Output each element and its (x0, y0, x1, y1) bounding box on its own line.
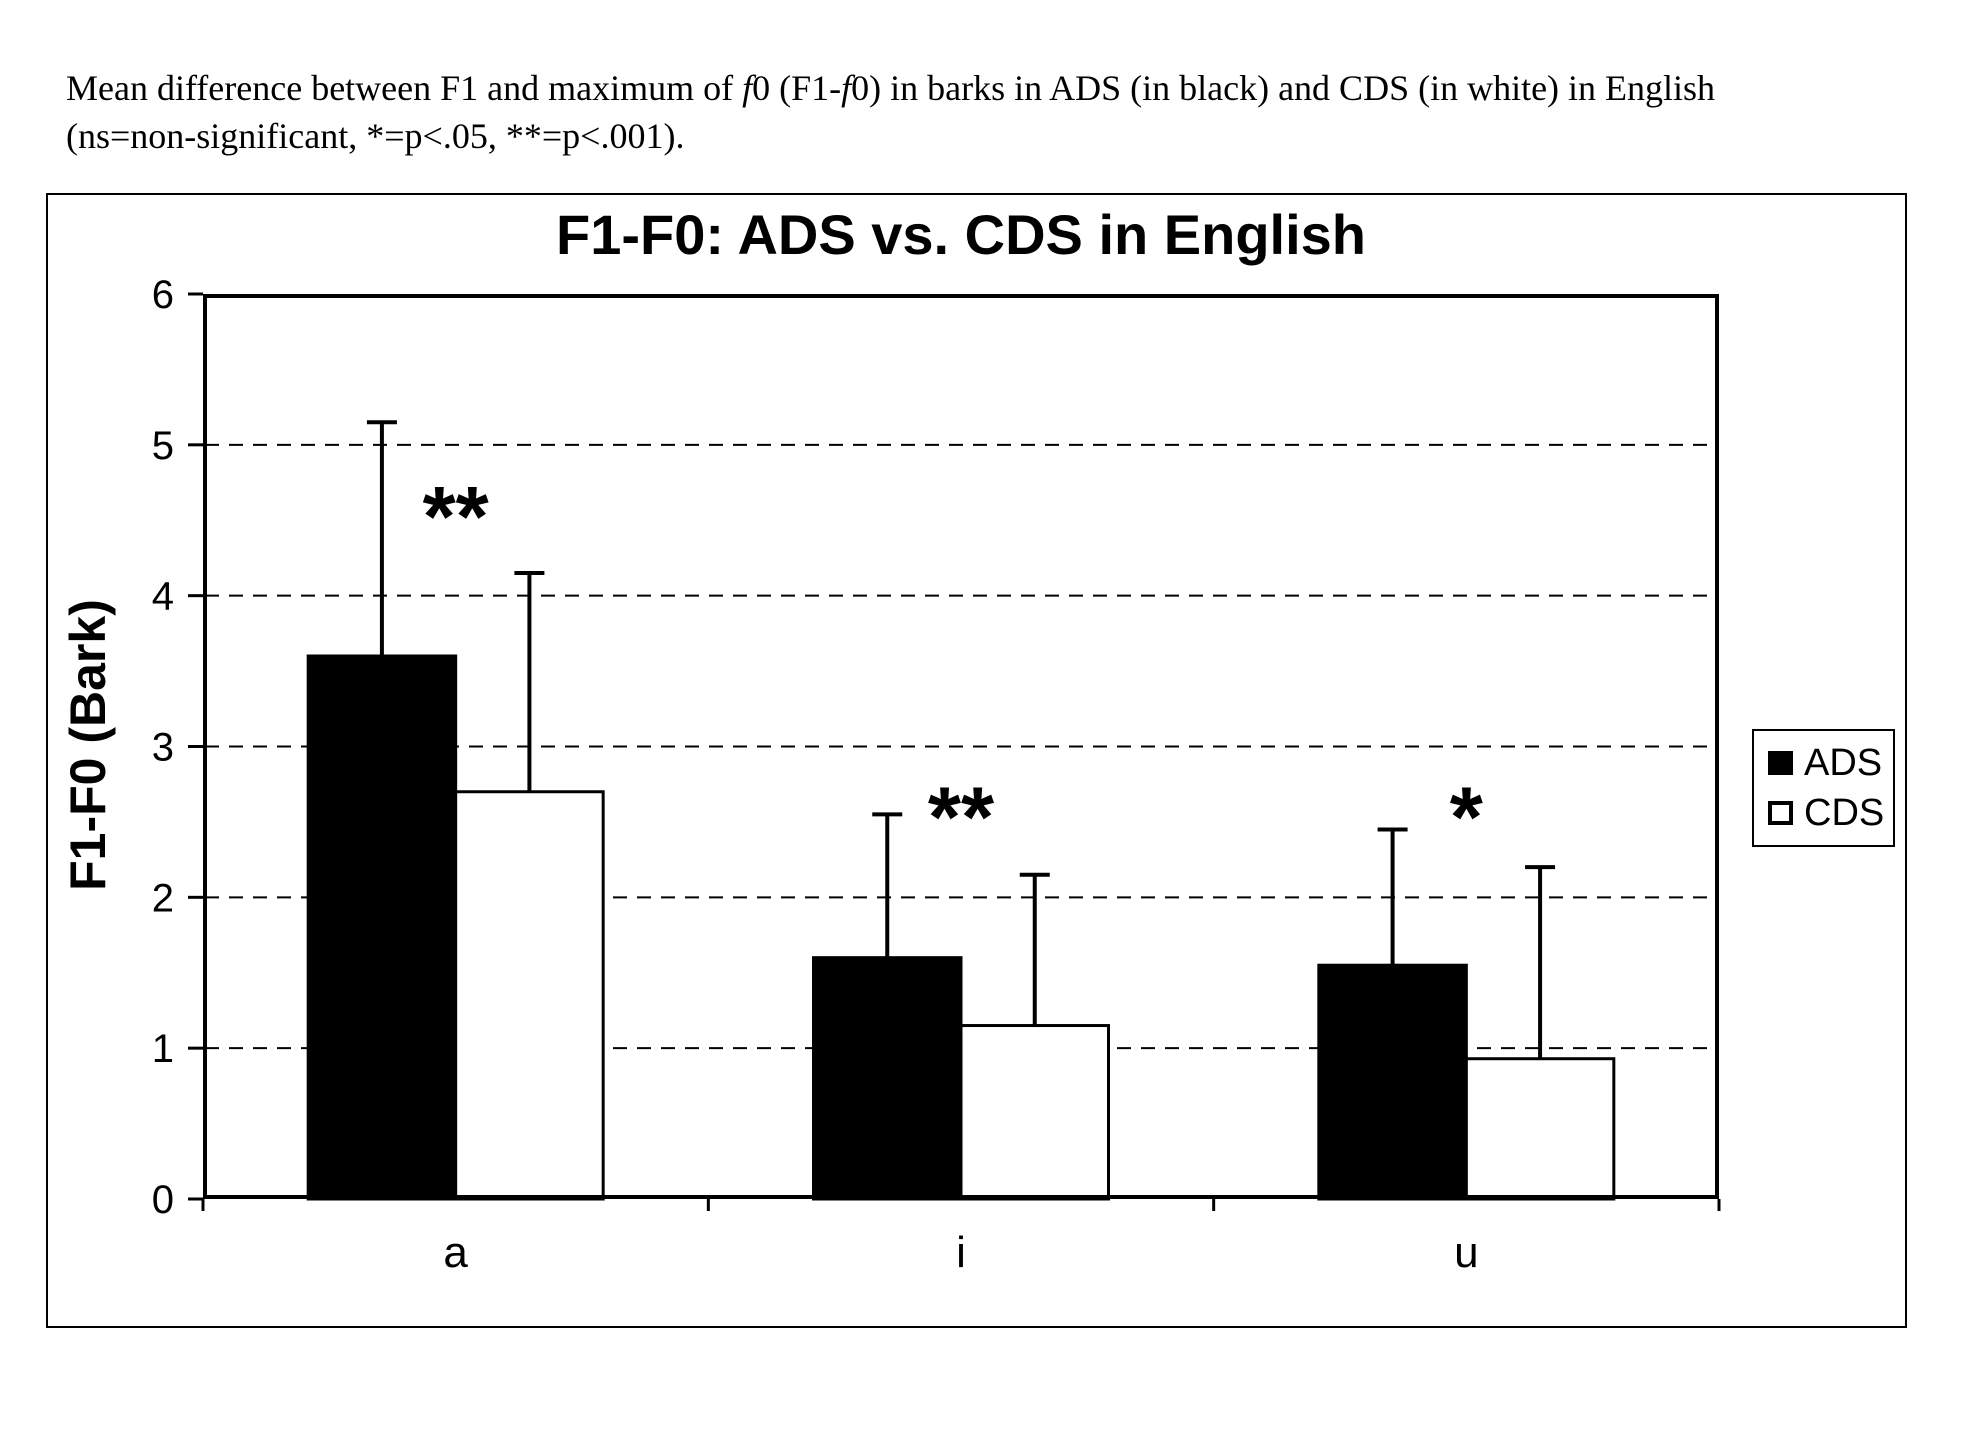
bar-ads-a (306, 654, 458, 1201)
x-tick-label-i: i (956, 1228, 966, 1277)
y-tick-label-2: 2 (152, 876, 174, 920)
bar-cds-i (959, 1024, 1110, 1201)
legend-label-ads: ADS (1804, 742, 1883, 784)
legend-swatch-cds-icon (1768, 801, 1793, 825)
caption-line-2: (ns=non-significant, *=p<.05, **=p<.001)… (66, 116, 685, 156)
x-tick-label-u: u (1454, 1228, 1478, 1277)
caption-text: Mean difference between F1 and maximum o… (66, 68, 743, 108)
significance-marker-a: ** (423, 470, 489, 565)
figure-caption: Mean difference between F1 and maximum o… (66, 64, 1896, 160)
bar-ads-i (812, 956, 963, 1201)
bar-cds-a (454, 790, 605, 1201)
chart-title: F1-F0: ADS vs. CDS in English (555, 203, 1367, 266)
y-tick-label-6: 6 (152, 273, 174, 317)
legend-swatch-ads-icon (1768, 751, 1793, 775)
caption-italic-f: f (742, 68, 753, 108)
caption-text: 0 (F1- (752, 68, 842, 108)
significance-marker-u: * (1450, 770, 1483, 865)
y-tick-label-3: 3 (152, 726, 174, 770)
chart-frame: F1-F0: ADS vs. CDS in English F1-F0 (Bar… (46, 193, 1907, 1328)
legend-item-cds: CDS (1768, 794, 1893, 832)
plot-border (203, 294, 1719, 1199)
legend-label-cds: CDS (1804, 792, 1885, 834)
x-tick-label-a: a (443, 1228, 468, 1277)
y-tick-label-5: 5 (152, 424, 174, 468)
caption-line-1: Mean difference between F1 and maximum o… (66, 64, 1896, 112)
y-tick-label-1: 1 (152, 1027, 174, 1071)
significance-marker-i: ** (928, 770, 994, 865)
y-tick-label-4: 4 (152, 575, 174, 619)
legend-item-ads: ADS (1768, 744, 1893, 782)
y-tick-label-0: 0 (152, 1178, 174, 1222)
caption-italic-f: f (841, 68, 852, 108)
bar-ads-u (1317, 963, 1468, 1201)
bar-cds-u (1464, 1057, 1616, 1201)
legend: ADS CDS (1752, 729, 1895, 847)
caption-text: 0) in barks in ADS (in black) and CDS (i… (851, 68, 1716, 108)
